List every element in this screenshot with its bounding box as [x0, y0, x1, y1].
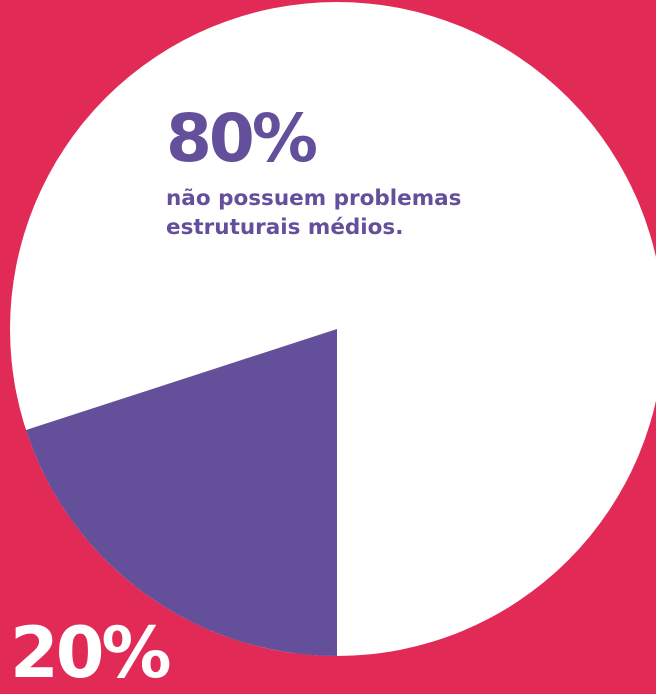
majority-percentage: 80%	[166, 100, 318, 177]
majority-description: não possuem problemas estruturais médios…	[166, 184, 566, 242]
majority-description-line-2: estruturais médios.	[166, 215, 404, 240]
minority-percentage: 20%	[10, 612, 172, 694]
majority-description-line-1: não possuem problemas	[166, 186, 462, 211]
pie-chart	[10, 2, 656, 656]
pie-slice-minority	[26, 329, 338, 656]
